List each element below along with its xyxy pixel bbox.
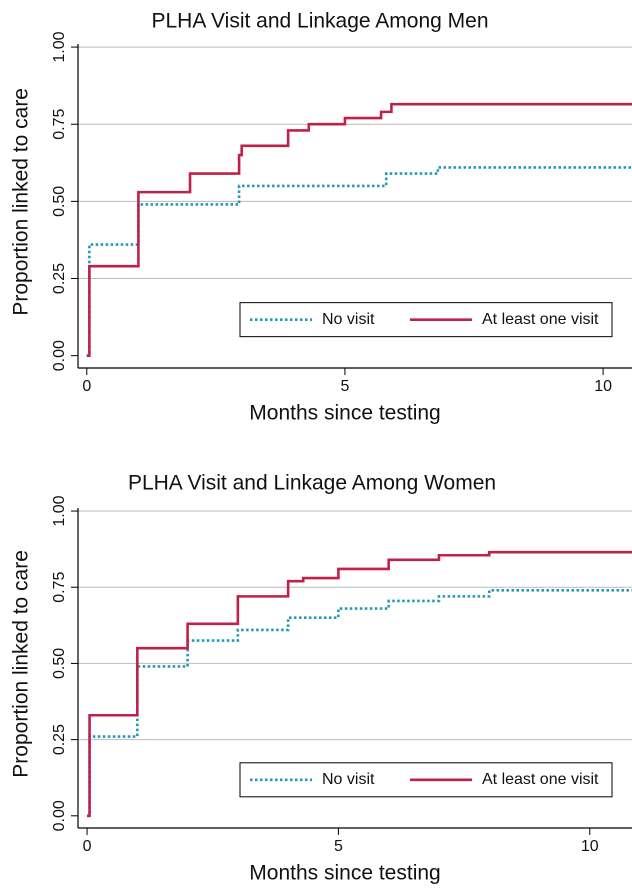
x-tick-label: 0 xyxy=(83,838,92,855)
step-line xyxy=(86,102,632,357)
step-line xyxy=(87,550,632,818)
x-axis-title: Months since testing xyxy=(249,402,440,425)
chart-title: PLHA Visit and Linkage Among Men xyxy=(152,10,489,33)
y-tick-label: 0.50 xyxy=(51,186,68,217)
y-tick-label: 0.25 xyxy=(51,724,68,755)
legend-label: No visit xyxy=(322,771,375,788)
chart-title: PLHA Visit and Linkage Among Women xyxy=(128,472,496,495)
x-tick-label: 10 xyxy=(581,838,599,855)
x-tick-label: 5 xyxy=(340,378,349,395)
legend-label: At least one visit xyxy=(482,311,599,328)
y-tick-label: 0.75 xyxy=(51,572,68,603)
x-tick-label: 0 xyxy=(82,378,91,395)
y-axis-title: Proportion linked to care xyxy=(10,88,33,316)
x-tick-label: 10 xyxy=(594,378,612,395)
y-tick-label: 1.00 xyxy=(51,495,68,526)
y-tick-label: 0.00 xyxy=(51,340,68,371)
y-tick-label: 1.00 xyxy=(51,31,68,62)
step-line xyxy=(87,588,632,818)
step-line xyxy=(86,166,632,357)
x-axis-title: Months since testing xyxy=(249,862,440,885)
y-axis-title: Proportion linked to care xyxy=(10,550,33,778)
y-tick-label: 0.25 xyxy=(51,263,68,294)
y-tick-label: 0.00 xyxy=(51,800,68,831)
x-tick-label: 5 xyxy=(334,838,343,855)
legend-label: At least one visit xyxy=(482,771,599,788)
y-tick-label: 0.75 xyxy=(51,109,68,140)
legend-label: No visit xyxy=(322,311,375,328)
y-tick-label: 0.50 xyxy=(51,648,68,679)
